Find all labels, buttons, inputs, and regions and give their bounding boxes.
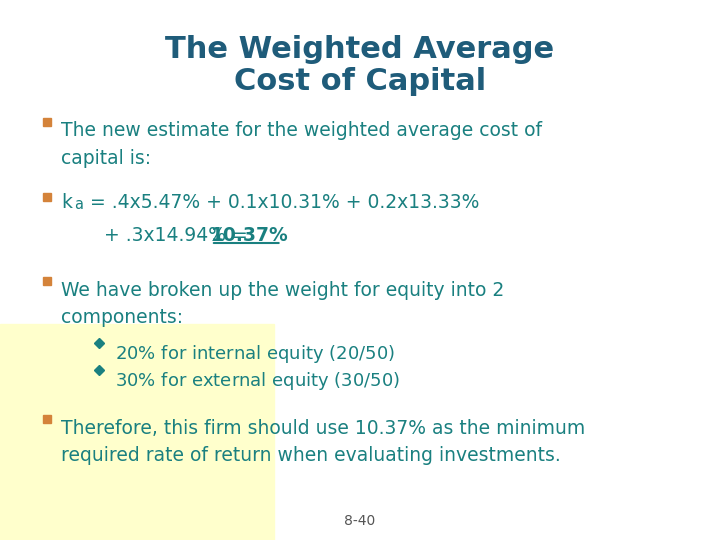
Text: 10.37%: 10.37% <box>211 226 289 245</box>
Text: = .4x5.47% + 0.1x10.31% + 0.2x13.33%: = .4x5.47% + 0.1x10.31% + 0.2x13.33% <box>84 193 479 212</box>
Bar <box>0 324 274 540</box>
Text: + .3x14.94% =: + .3x14.94% = <box>104 226 254 245</box>
Text: 30% for external equity ($30/$50): 30% for external equity ($30/$50) <box>115 370 400 392</box>
Text: Cost of Capital: Cost of Capital <box>234 68 486 97</box>
Text: The Weighted Average: The Weighted Average <box>166 35 554 64</box>
Text: a: a <box>74 197 84 212</box>
Text: The new estimate for the weighted average cost of
capital is:: The new estimate for the weighted averag… <box>61 122 542 168</box>
Text: 8-40: 8-40 <box>344 514 376 528</box>
Text: Therefore, this firm should use 10.37% as the minimum
required rate of return wh: Therefore, this firm should use 10.37% a… <box>61 418 585 465</box>
Text: 20% for internal equity ($20/$50): 20% for internal equity ($20/$50) <box>115 343 395 365</box>
Text: k: k <box>61 193 72 212</box>
Text: We have broken up the weight for equity into 2
components:: We have broken up the weight for equity … <box>61 281 505 327</box>
